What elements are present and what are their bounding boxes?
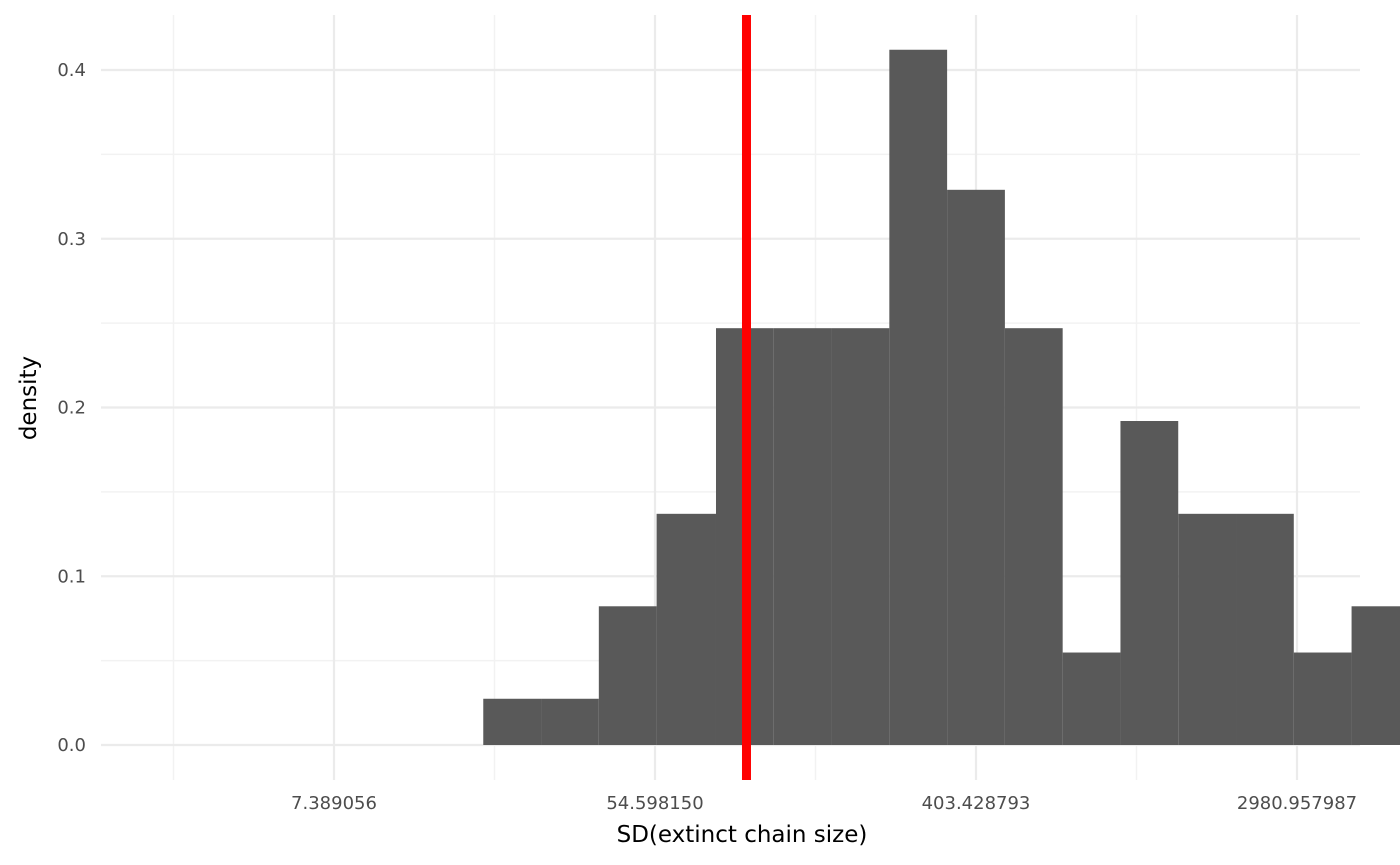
y-tick-label: 0.3 — [57, 229, 86, 250]
y-tick-label: 0.2 — [57, 398, 86, 419]
y-tick-labels: 0.0 0.1 0.2 0.3 0.4 — [57, 60, 86, 756]
histogram-bar — [598, 606, 657, 745]
y-axis-title: density — [16, 356, 42, 440]
y-tick-label: 0.1 — [57, 566, 86, 587]
histogram-bar — [483, 698, 542, 745]
x-tick-label: 2980.957987 — [1237, 793, 1357, 814]
x-tick-labels: 7.389056 54.598150 403.428793 2980.957987 — [291, 793, 1357, 814]
x-axis-title: SD(extinct chain size) — [617, 822, 868, 848]
histogram-bar — [656, 513, 716, 745]
histogram-bar — [1062, 652, 1121, 745]
histogram-bar — [1236, 513, 1294, 745]
x-tick-label: 7.389056 — [291, 793, 377, 814]
x-tick-label: 403.428793 — [922, 793, 1031, 814]
histogram-bar — [889, 49, 948, 745]
histogram-bar — [773, 328, 832, 745]
x-tick-label: 54.598150 — [606, 793, 703, 814]
y-tick-label: 0.4 — [57, 60, 86, 81]
histogram-bar — [947, 189, 1005, 745]
histogram-bar — [831, 328, 890, 745]
histogram-bar — [1004, 328, 1063, 745]
histogram-bar — [1178, 513, 1237, 745]
histogram-bar — [1293, 652, 1352, 745]
histogram-bar — [1120, 421, 1179, 745]
histogram-bar — [541, 698, 599, 745]
y-tick-label: 0.0 — [57, 735, 86, 756]
histogram-bar — [1351, 606, 1400, 745]
